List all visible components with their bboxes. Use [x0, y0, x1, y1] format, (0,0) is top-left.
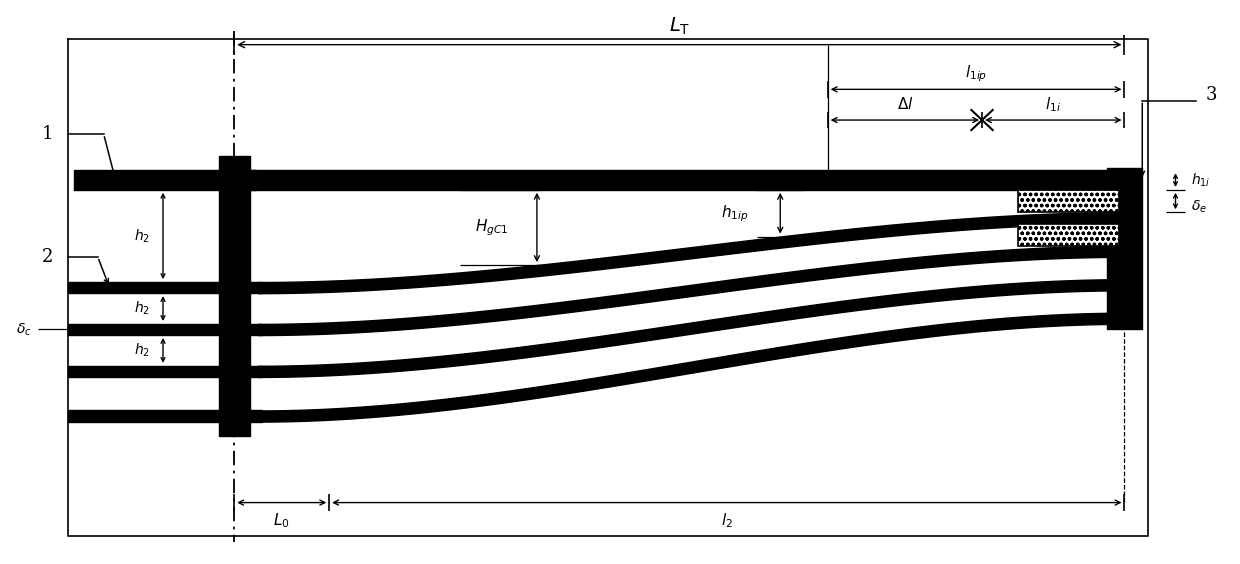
Text: 2: 2 [42, 248, 53, 266]
Text: $\Delta l$: $\Delta l$ [897, 96, 913, 112]
Text: $h_{1i}$: $h_{1i}$ [1190, 171, 1210, 189]
Text: $\delta_{c}$: $\delta_{c}$ [16, 321, 32, 338]
Text: 1: 1 [42, 125, 53, 143]
Bar [1018, 224, 1118, 246]
Text: $l_{1i}$: $l_{1i}$ [1045, 95, 1061, 114]
Text: $H_{gC1}$: $H_{gC1}$ [475, 217, 508, 238]
Text: $l_2$: $l_2$ [720, 511, 733, 530]
Text: $h_2$: $h_2$ [134, 342, 150, 359]
Text: $\delta_{e}$: $\delta_{e}$ [1190, 199, 1207, 215]
Bar [1018, 190, 1118, 212]
Text: $L_{\mathrm{T}}$: $L_{\mathrm{T}}$ [668, 16, 689, 37]
Text: $L_0$: $L_0$ [273, 511, 290, 530]
Text: $h_2$: $h_2$ [134, 227, 150, 245]
Text: $l_{1ip}$: $l_{1ip}$ [965, 63, 987, 84]
Text: $h_2$: $h_2$ [134, 300, 150, 317]
Text: $h_{1ip}$: $h_{1ip}$ [722, 203, 749, 223]
Text: 3: 3 [1205, 86, 1216, 104]
